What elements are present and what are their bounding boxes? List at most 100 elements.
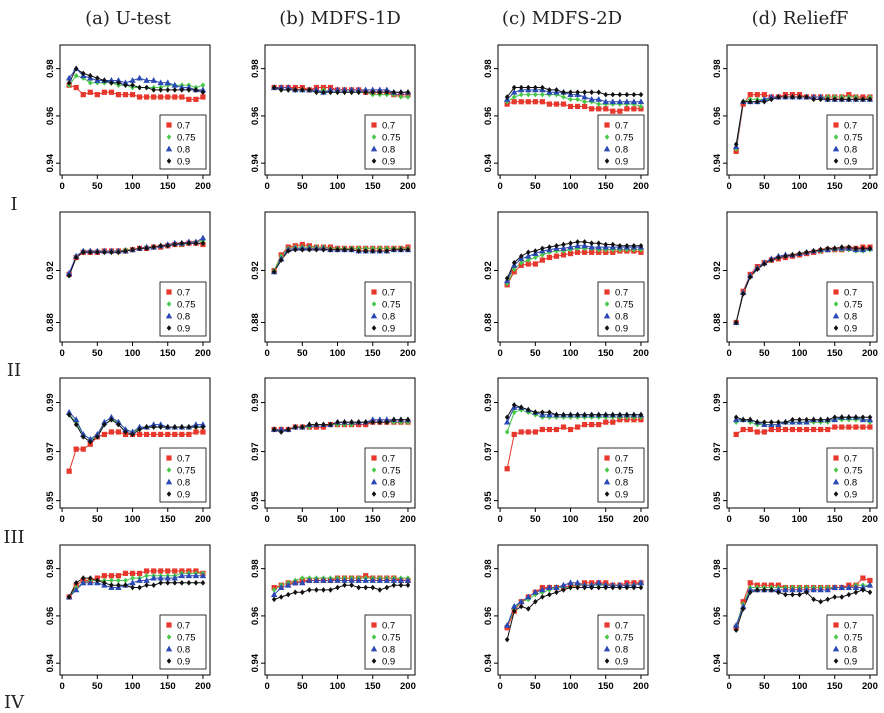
legend-marker xyxy=(166,467,172,473)
x-tick-label: 100 xyxy=(330,514,346,525)
data-point xyxy=(270,591,278,598)
data-point xyxy=(199,572,207,579)
data-point xyxy=(87,80,93,86)
data-point xyxy=(637,579,645,586)
data-point xyxy=(775,426,782,433)
legend-label: 0.75 xyxy=(382,633,401,644)
data-point xyxy=(327,577,334,583)
data-point xyxy=(151,431,157,438)
legend-marker xyxy=(371,301,377,307)
legend-label: 0.9 xyxy=(382,157,395,168)
data-point xyxy=(335,246,340,253)
data-point xyxy=(73,421,79,428)
data-point xyxy=(108,89,115,95)
x-tick-label: 0 xyxy=(264,514,269,525)
data-point xyxy=(314,246,319,253)
data-point xyxy=(817,586,824,593)
data-point xyxy=(561,241,566,248)
data-point xyxy=(200,82,206,88)
data-point xyxy=(391,582,397,588)
data-point xyxy=(768,93,775,100)
data-point xyxy=(596,106,602,112)
data-point xyxy=(66,468,72,474)
data-point xyxy=(129,77,136,83)
data-point xyxy=(300,87,305,93)
legend-marker xyxy=(604,301,610,307)
x-tick-label: 150 xyxy=(827,348,843,359)
data-point xyxy=(150,574,157,581)
data-point xyxy=(277,584,285,590)
data-point xyxy=(616,581,624,588)
data-point xyxy=(370,89,376,96)
legend: 0.70.750.80.9 xyxy=(159,614,207,670)
data-point xyxy=(776,254,781,261)
data-point xyxy=(171,81,178,88)
data-point xyxy=(405,416,411,423)
data-point xyxy=(335,584,340,591)
legend-label: 0.8 xyxy=(615,645,628,656)
data-point xyxy=(95,577,100,584)
legend: 0.70.750.80.9 xyxy=(159,281,207,337)
data-point xyxy=(193,580,199,586)
data-point xyxy=(144,431,150,438)
data-point xyxy=(123,248,128,254)
data-point xyxy=(747,426,753,433)
data-point xyxy=(596,246,602,253)
y-tick-label: 0.99 xyxy=(250,393,261,412)
data-point xyxy=(762,261,767,267)
plot-frame xyxy=(264,544,416,676)
data-point xyxy=(560,252,567,258)
y-tick-label: 0.95 xyxy=(712,491,723,510)
data-point xyxy=(108,429,115,435)
legend-marker xyxy=(603,478,611,485)
data-point xyxy=(561,411,566,418)
column-title-a: (a) U-test xyxy=(85,8,172,29)
data-point xyxy=(80,579,87,586)
x-tick-label: 200 xyxy=(633,181,649,192)
data-point xyxy=(818,96,823,103)
legend-label: 0.7 xyxy=(177,621,190,632)
legend-marker xyxy=(832,145,840,152)
data-point xyxy=(811,96,816,103)
data-point xyxy=(818,598,823,605)
data-point xyxy=(130,246,135,253)
data-point xyxy=(172,241,178,248)
data-point xyxy=(540,91,545,98)
legend-label: 0.7 xyxy=(382,288,395,299)
data-point xyxy=(789,586,796,593)
data-point xyxy=(158,424,164,430)
data-point xyxy=(271,269,277,275)
data-point xyxy=(853,589,859,596)
data-point xyxy=(740,416,746,423)
data-point xyxy=(860,424,866,430)
x-tick-label: 0 xyxy=(497,514,502,525)
x-tick-label: 100 xyxy=(792,681,808,692)
data-point xyxy=(271,84,277,91)
data-point xyxy=(504,414,510,421)
data-point xyxy=(769,419,774,425)
data-point xyxy=(108,77,115,83)
data-point xyxy=(136,74,143,81)
data-point xyxy=(783,94,788,100)
data-point xyxy=(144,572,149,579)
legend-marker xyxy=(371,634,377,640)
data-point xyxy=(769,96,774,103)
data-point xyxy=(342,582,347,588)
data-point xyxy=(363,419,369,425)
data-point xyxy=(631,91,637,98)
data-point xyxy=(574,579,581,586)
data-point xyxy=(533,91,538,98)
y-tick-label: 0.92 xyxy=(712,261,723,280)
data-point xyxy=(185,84,193,90)
legend-label: 0.7 xyxy=(844,621,857,632)
data-point xyxy=(348,577,355,583)
legend-label: 0.9 xyxy=(844,157,857,168)
legend: 0.70.750.80.9 xyxy=(826,447,874,503)
data-point xyxy=(853,424,859,430)
y-tick-label: 0.88 xyxy=(712,313,723,332)
x-tick-label: 0 xyxy=(497,681,502,692)
legend: 0.70.750.80.9 xyxy=(826,281,874,337)
legend-marker xyxy=(604,325,610,331)
data-point xyxy=(747,586,754,593)
data-point xyxy=(123,577,128,584)
